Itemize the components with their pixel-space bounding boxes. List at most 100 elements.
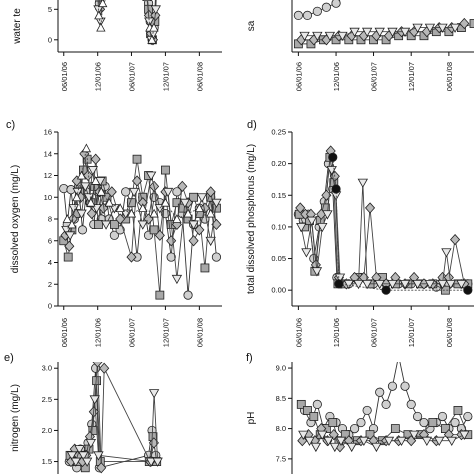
- data-point: [400, 381, 410, 391]
- data-point: [72, 192, 82, 202]
- y-tick-label: 7.5: [276, 454, 286, 463]
- data-point: [74, 445, 85, 455]
- data-point: [450, 233, 461, 246]
- data-point: [340, 430, 350, 440]
- data-point: [293, 10, 303, 20]
- data-point: [406, 399, 416, 409]
- panel-letter: e): [4, 352, 14, 364]
- data-point: [154, 204, 166, 214]
- data-point: [399, 279, 411, 290]
- y-tick-label: 2.0: [42, 426, 52, 435]
- data-point: [312, 31, 323, 42]
- y-axis-label: sa: [246, 20, 257, 31]
- data-point: [85, 438, 97, 449]
- data-point: [152, 457, 163, 467]
- x-tick-label: 06/01/06: [294, 62, 303, 91]
- y-axis-label: dissolved oxygen (mg/L): [10, 165, 21, 273]
- panel-a: 0 5 water te 06/01/06 12/01/06 06/01/07 12/01/…: [12, 0, 222, 91]
- data-point: [183, 208, 193, 218]
- series-line: [298, 0, 341, 16]
- data-point: [353, 279, 364, 290]
- data-point: [92, 362, 103, 368]
- data-point: [374, 279, 385, 290]
- data-point: [109, 204, 120, 214]
- data-point: [334, 279, 344, 289]
- data-point: [166, 235, 177, 247]
- data-point: [149, 225, 159, 235]
- x-tick-label: 06/01/08: [195, 318, 204, 347]
- data-point: [450, 417, 460, 428]
- y-tick-label: 4: [48, 258, 52, 267]
- data-point: [205, 186, 216, 198]
- data-point: [371, 442, 382, 453]
- data-point: [463, 411, 473, 422]
- data-point: [183, 290, 193, 300]
- data-point: [331, 0, 341, 8]
- data-point: [115, 203, 125, 213]
- y-tick-label: 6: [48, 236, 52, 245]
- x-tick-label: 12/01/07: [161, 62, 170, 91]
- data-point: [335, 436, 347, 447]
- data-point: [349, 27, 360, 37]
- data-point: [306, 216, 317, 226]
- series-group: [293, 145, 473, 295]
- data-point: [86, 197, 96, 207]
- data-point: [362, 405, 372, 416]
- y-tick-label: 5: [48, 5, 52, 14]
- data-point: [328, 152, 338, 162]
- data-point: [453, 406, 463, 415]
- panel-e: 1.5 2.0 2.5 3.0 nitrogen (mg/L) e): [4, 352, 163, 474]
- x-tick-label: 06/01/06: [60, 318, 69, 347]
- data-point: [361, 279, 373, 290]
- x-tick-label: 06/01/06: [60, 62, 69, 91]
- data-point: [310, 442, 322, 453]
- data-point: [132, 154, 142, 164]
- data-point: [311, 267, 323, 277]
- data-point: [64, 240, 75, 252]
- y-axis-label: nitrogen (mg/L): [10, 384, 21, 452]
- data-point: [68, 204, 79, 214]
- series-line: [332, 157, 468, 291]
- panel-f: 7.5 8.0 8.5 9.0 pH f): [246, 352, 473, 474]
- data-point: [449, 23, 461, 33]
- data-point: [149, 22, 159, 32]
- data-point: [317, 223, 328, 233]
- data-point: [96, 462, 107, 474]
- data-point: [81, 143, 92, 153]
- y-tick-label: 14: [44, 149, 52, 158]
- panel-letter: c): [6, 119, 15, 131]
- data-point: [98, 0, 108, 8]
- x-tick-label: 06/01/07: [127, 318, 136, 347]
- data-point: [109, 220, 119, 229]
- data-point: [297, 435, 308, 447]
- data-point: [424, 279, 436, 290]
- data-point: [104, 197, 114, 207]
- data-point: [91, 204, 102, 214]
- series-group: [59, 143, 222, 300]
- data-point: [334, 273, 346, 283]
- x-tick-label: 06/01/08: [195, 62, 204, 91]
- data-point: [295, 202, 306, 214]
- data-point: [96, 22, 106, 32]
- y-tick-label: 12: [44, 171, 52, 180]
- data-point: [357, 178, 369, 188]
- data-point: [390, 424, 400, 433]
- y-tick-label: 3.0: [42, 364, 52, 373]
- data-point: [78, 451, 89, 461]
- y-tick-label: 0.05: [271, 254, 286, 263]
- data-point: [317, 430, 328, 440]
- series-group: [93, 0, 161, 46]
- data-point: [126, 208, 137, 218]
- data-point: [177, 180, 188, 192]
- data-point: [109, 230, 119, 240]
- data-point: [93, 451, 104, 461]
- panel-c: 0 2 4 6 8 10 12 14 16 dissolved oxygen (mg/L) 06/0…: [6, 119, 222, 347]
- data-point: [394, 352, 402, 360]
- series-line: [63, 186, 217, 296]
- data-point: [62, 214, 72, 223]
- y-axis-label: water te: [12, 8, 23, 45]
- data-point: [387, 381, 398, 391]
- data-point: [349, 423, 360, 434]
- data-point: [76, 209, 87, 219]
- x-tick-label: 06/01/07: [370, 62, 379, 91]
